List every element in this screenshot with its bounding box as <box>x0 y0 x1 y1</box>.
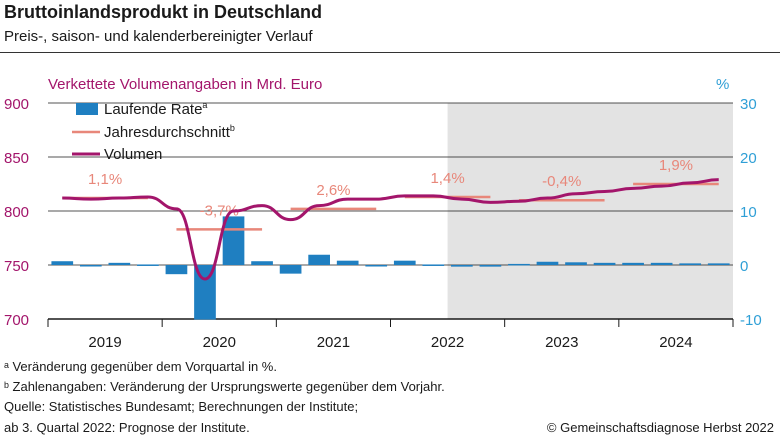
rate-bar <box>679 263 702 265</box>
year-label: 2019 <box>88 334 121 351</box>
annual-average-label: 1,1% <box>88 171 122 188</box>
left-tick-label: 850 <box>4 150 29 167</box>
source-note: Quelle: Statistisches Bundesamt; Berechn… <box>4 399 359 414</box>
rate-bar <box>51 261 74 265</box>
right-tick-label: 0 <box>740 258 748 275</box>
left-tick-label: 750 <box>4 258 29 275</box>
rate-bar <box>622 262 644 265</box>
right-tick-label: 30 <box>740 96 757 113</box>
chart-subtitle: Preis-, saison- und kalenderbereinigter … <box>4 28 313 45</box>
rate-bar <box>137 264 159 266</box>
rate-bar <box>565 262 587 265</box>
rate-bar <box>422 264 445 266</box>
rate-bar <box>194 265 216 320</box>
rate-bar <box>451 265 473 267</box>
rate-bar <box>650 262 673 265</box>
rate-bar <box>279 265 302 274</box>
year-label: 2023 <box>545 334 578 351</box>
left-axis-title: Verkettete Volumenangaben in Mrd. Euro <box>48 76 322 93</box>
annual-average-label: 1,4% <box>430 170 464 187</box>
year-label: 2020 <box>203 334 236 351</box>
right-axis-title: % <box>716 76 729 93</box>
axes: 700 750 800 850 900 -10 0 10 20 30 2019 2020 2021 202… <box>4 96 762 351</box>
year-label: 2021 <box>317 334 350 351</box>
legend-bars-label: Laufende Ratea <box>104 100 207 118</box>
legend-volume-label: Volumen <box>104 146 162 163</box>
left-tick-label: 700 <box>4 312 29 329</box>
title-divider <box>0 52 780 53</box>
year-label: 2022 <box>431 334 464 351</box>
rate-bars <box>51 216 730 320</box>
rate-bar <box>536 261 559 265</box>
forecast-note: ab 3. Quartal 2022: Prognose der Institu… <box>4 420 250 435</box>
left-tick-label: 900 <box>4 96 29 113</box>
copyright: © Gemeinschaftsdiagnose Herbst 2022 <box>546 420 774 435</box>
right-tick-label: 20 <box>740 150 757 167</box>
annual-average-lines: 1,1%-3,7%2,6%1,4% -0,4%1,9% <box>62 157 719 231</box>
right-tick-label: 10 <box>740 204 757 221</box>
rate-bar <box>165 265 188 275</box>
gdp-chart: 1,1%-3,7%2,6%1,4% -0,4%1,9% 7007508008509… <box>4 76 762 351</box>
rate-bar <box>593 262 616 265</box>
left-tick-label: 800 <box>4 204 29 221</box>
legend-bar-swatch <box>76 103 98 115</box>
legend: Laufende Ratea Jahresdurchschnittb Volum… <box>72 100 235 163</box>
footnote-b: ᵇ Zahlenangaben: Veränderung der Ursprun… <box>4 379 445 394</box>
rate-bar <box>336 260 359 265</box>
volume-line <box>62 178 719 281</box>
annual-average-label: 2,6% <box>316 182 350 199</box>
footnote-a: ᵃ Veränderung gegenüber dem Vorquartal i… <box>4 359 277 374</box>
rate-bar <box>479 265 502 267</box>
rate-bar <box>251 261 273 265</box>
rate-bar <box>508 263 530 266</box>
year-label: 2024 <box>659 334 692 351</box>
rate-bar <box>79 265 102 267</box>
rate-bar <box>308 254 330 265</box>
legend-average-label: Jahresdurchschnittb <box>104 123 235 141</box>
rate-bar <box>108 262 131 265</box>
rate-bar <box>393 260 416 265</box>
rate-bar <box>707 263 730 265</box>
annual-average-label: 1,9% <box>659 157 693 174</box>
rate-bar <box>365 265 388 267</box>
right-tick-label: -10 <box>740 312 762 329</box>
annual-average-label: -0,4% <box>542 173 581 190</box>
chart-title: Bruttoinlandsprodukt in Deutschland <box>4 2 322 22</box>
